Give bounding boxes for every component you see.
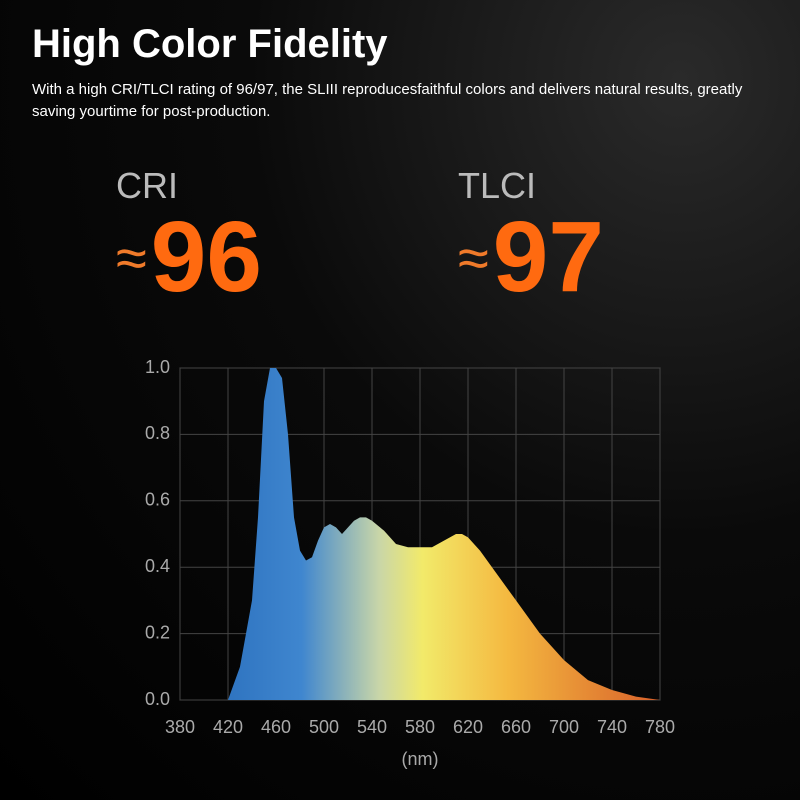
x-tick-label: 580 <box>405 717 435 737</box>
x-tick-label: 700 <box>549 717 579 737</box>
stat: TLCI ≈97 <box>458 165 604 307</box>
stat-value: 97 <box>492 201 604 313</box>
y-tick-label: 0.2 <box>145 622 170 642</box>
subtitle: With a high CRI/TLCI rating of 96/97, th… <box>32 81 743 120</box>
x-tick-label: 780 <box>645 717 675 737</box>
x-tick-label: 740 <box>597 717 627 737</box>
x-tick-label: 620 <box>453 717 483 737</box>
y-tick-label: 0.0 <box>145 689 170 709</box>
x-tick-label: 540 <box>357 717 387 737</box>
y-tick-label: 0.8 <box>145 423 170 443</box>
title: High Color Fidelity <box>32 22 388 66</box>
y-tick-label: 1.0 <box>145 357 170 377</box>
stat-symbol: ≈ <box>116 225 147 289</box>
x-tick-label: 500 <box>309 717 339 737</box>
y-tick-label: 0.4 <box>145 556 170 576</box>
stat-label: CRI <box>116 165 178 206</box>
stat: CRI ≈96 <box>116 165 262 307</box>
stat-label: TLCI <box>458 165 537 206</box>
x-tick-label: 460 <box>261 717 291 737</box>
x-axis-title: (nm) <box>402 749 439 769</box>
x-tick-label: 380 <box>165 717 195 737</box>
spectrum-area <box>228 368 660 700</box>
stat-value: 96 <box>150 201 262 313</box>
y-tick-label: 0.6 <box>145 490 170 510</box>
x-tick-label: 420 <box>213 717 243 737</box>
x-tick-label: 660 <box>501 717 531 737</box>
stat-symbol: ≈ <box>458 225 489 289</box>
